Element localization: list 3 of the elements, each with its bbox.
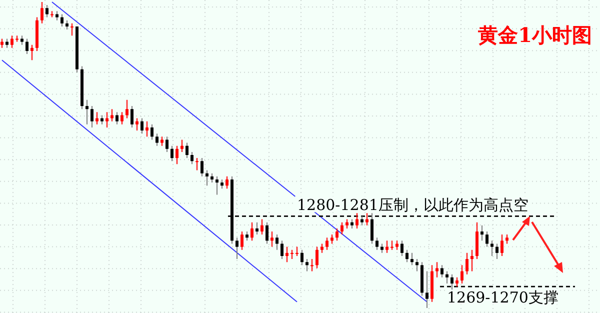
text: 黄金1小时图 — [477, 23, 592, 47]
ref-line-label: 1280-1281压制，以此作为高点空 — [297, 196, 528, 214]
ref-line-label: 1269-1270支撑 — [447, 288, 558, 307]
